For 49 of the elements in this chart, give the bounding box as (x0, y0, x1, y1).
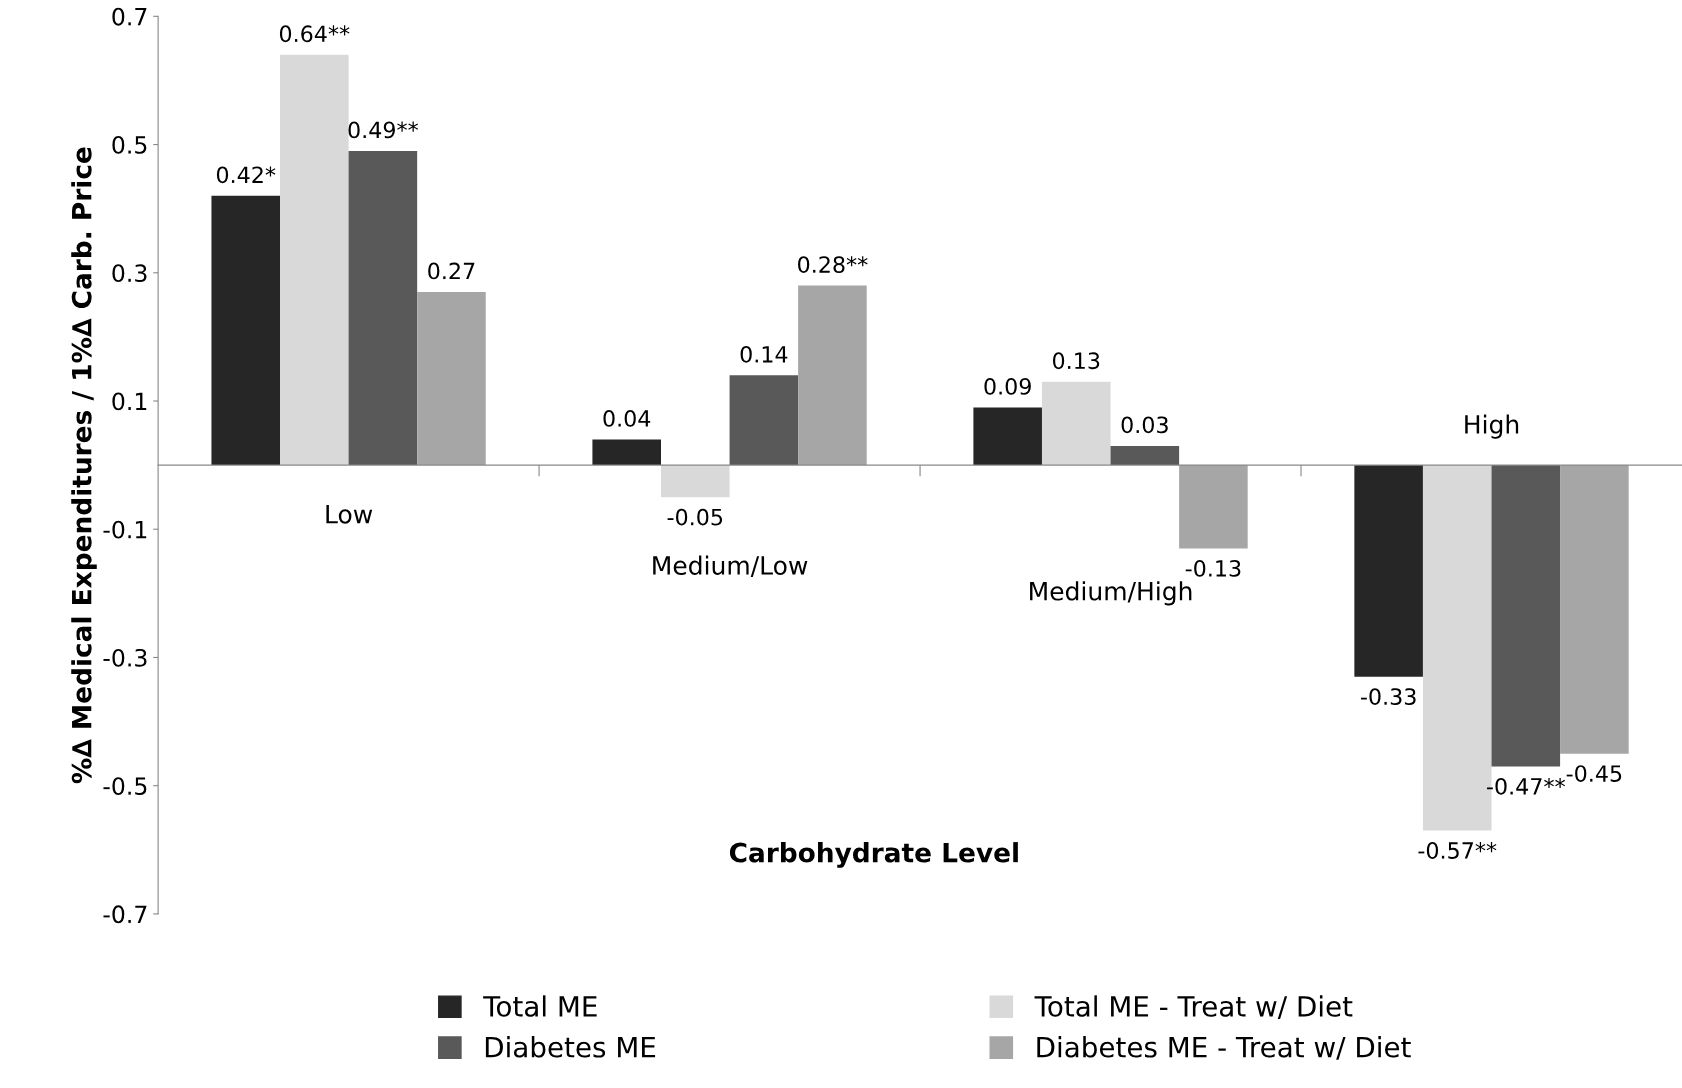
data-label: 0.64** (279, 25, 350, 43)
data-label: 0.28** (798, 256, 868, 273)
x-tick-label: High (1465, 414, 1519, 439)
bar (417, 292, 486, 466)
bar (592, 439, 661, 466)
y-tick-label: 0.5 (112, 136, 147, 154)
legend-label: Diabetes ME (485, 1036, 656, 1058)
y-tick-label: 0.3 (112, 264, 147, 283)
bar (1110, 445, 1180, 466)
y-tick-label: -0.7 (103, 905, 147, 924)
bar (798, 285, 867, 466)
data-label: 0.42* (216, 166, 276, 184)
data-label: -0.45 (1566, 765, 1622, 782)
x-tick-label: Medium/High (1030, 581, 1192, 606)
bar (1560, 465, 1629, 754)
data-label: -0.47** (1487, 777, 1565, 795)
bar (1179, 465, 1248, 549)
bar (280, 54, 349, 466)
data-label: -0.57** (1418, 842, 1497, 859)
data-label: 0.13 (1052, 352, 1100, 370)
x-axis-title: Carbohydrate Level (729, 842, 1018, 868)
data-label: -0.13 (1185, 559, 1241, 577)
bar (660, 465, 730, 498)
y-tick-label: 0.7 (112, 7, 147, 26)
bar (348, 150, 418, 466)
bar (1491, 465, 1561, 767)
data-label: 0.14 (740, 345, 788, 363)
bar (973, 407, 1042, 466)
y-tick-label: 0.1 (112, 392, 147, 411)
data-label: 0.27 (428, 262, 475, 280)
bar (1041, 381, 1111, 466)
x-tick-label: Medium/Low (653, 555, 808, 577)
legend-label: Total ME (483, 995, 597, 1017)
y-tick-label: -0.3 (103, 648, 147, 667)
bar (211, 195, 281, 466)
data-label: -0.05 (667, 508, 723, 526)
data-label: -0.33 (1360, 688, 1416, 706)
data-label: 0.09 (984, 377, 1031, 395)
legend-label: Total ME - Treat w/ Diet (1034, 995, 1353, 1020)
y-axis-title: %∆ Medical Expenditures / 1%∆ Carb. Price (71, 147, 97, 784)
bar (729, 375, 799, 466)
data-label: 0.49** (348, 121, 419, 139)
legend-label: Diabetes ME - Treat w/ Diet (1037, 1036, 1411, 1060)
data-label: 0.04 (603, 410, 651, 427)
y-tick-label: -0.5 (103, 777, 147, 795)
y-tick-label: -0.1 (103, 520, 147, 539)
bar (1354, 465, 1423, 677)
data-label: 0.03 (1121, 416, 1168, 434)
x-tick-label: Low (326, 505, 373, 524)
